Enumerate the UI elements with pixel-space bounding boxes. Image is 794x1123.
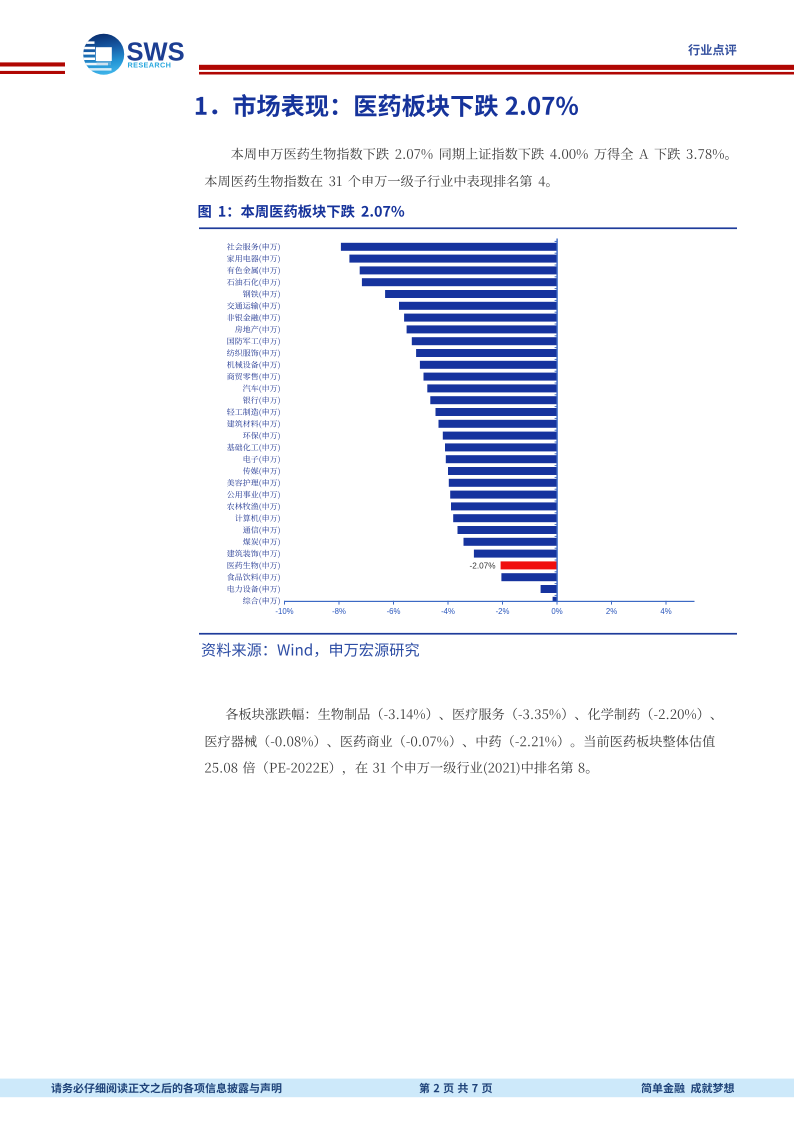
- svg-text:-2.07%: -2.07%: [470, 561, 496, 570]
- svg-text:-8%: -8%: [332, 607, 346, 616]
- svg-text:SWS: SWS: [127, 38, 185, 66]
- svg-text:-10%: -10%: [275, 607, 293, 616]
- svg-text:-2%: -2%: [496, 607, 510, 616]
- svg-text:-6%: -6%: [387, 607, 401, 616]
- svg-text:RESEARCH: RESEARCH: [128, 61, 172, 70]
- svg-text:4%: 4%: [660, 607, 671, 616]
- svg-text:0%: 0%: [551, 607, 562, 616]
- svg-text:-4%: -4%: [441, 607, 455, 616]
- svg-text:2%: 2%: [606, 607, 617, 616]
